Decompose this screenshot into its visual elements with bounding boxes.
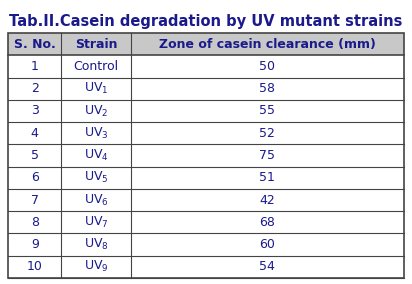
Bar <box>8 55 404 78</box>
Text: UV$_1$: UV$_1$ <box>84 81 108 96</box>
Text: 75: 75 <box>260 149 275 162</box>
Text: UV$_6$: UV$_6$ <box>84 193 108 208</box>
Text: UV$_4$: UV$_4$ <box>84 148 108 163</box>
Text: 55: 55 <box>260 105 275 118</box>
Text: 4: 4 <box>31 127 39 140</box>
Bar <box>8 33 404 55</box>
Text: 51: 51 <box>260 171 275 184</box>
Text: 60: 60 <box>260 238 275 251</box>
Bar <box>8 144 404 167</box>
Text: 6: 6 <box>31 171 39 184</box>
Text: UV$_3$: UV$_3$ <box>84 126 108 141</box>
Text: Tab.II.Casein degradation by UV mutant strains: Tab.II.Casein degradation by UV mutant s… <box>9 14 403 29</box>
Bar <box>8 189 404 211</box>
Text: 9: 9 <box>31 238 39 251</box>
Text: Zone of casein clearance (mm): Zone of casein clearance (mm) <box>159 38 376 51</box>
Bar <box>8 122 404 144</box>
Text: UV$_5$: UV$_5$ <box>84 170 108 185</box>
Text: 58: 58 <box>260 82 275 95</box>
Text: 68: 68 <box>260 216 275 229</box>
Text: 10: 10 <box>27 260 43 273</box>
Text: 42: 42 <box>260 193 275 206</box>
Text: 7: 7 <box>31 193 39 206</box>
Text: 8: 8 <box>31 216 39 229</box>
Text: 2: 2 <box>31 82 39 95</box>
Bar <box>8 211 404 233</box>
Bar <box>8 78 404 100</box>
Text: 52: 52 <box>260 127 275 140</box>
Bar <box>8 167 404 189</box>
Bar <box>8 33 404 278</box>
Text: UV$_9$: UV$_9$ <box>84 259 108 274</box>
Text: 5: 5 <box>31 149 39 162</box>
Text: 1: 1 <box>31 60 39 73</box>
Bar <box>8 233 404 256</box>
Bar <box>8 100 404 122</box>
Bar <box>8 256 404 278</box>
Text: 54: 54 <box>260 260 275 273</box>
Text: Control: Control <box>74 60 119 73</box>
Text: UV$_8$: UV$_8$ <box>84 237 108 252</box>
Text: Strain: Strain <box>75 38 117 51</box>
Text: UV$_7$: UV$_7$ <box>84 215 108 230</box>
Text: 50: 50 <box>260 60 275 73</box>
Text: UV$_2$: UV$_2$ <box>84 103 108 118</box>
Text: S. No.: S. No. <box>14 38 56 51</box>
Text: 3: 3 <box>31 105 39 118</box>
